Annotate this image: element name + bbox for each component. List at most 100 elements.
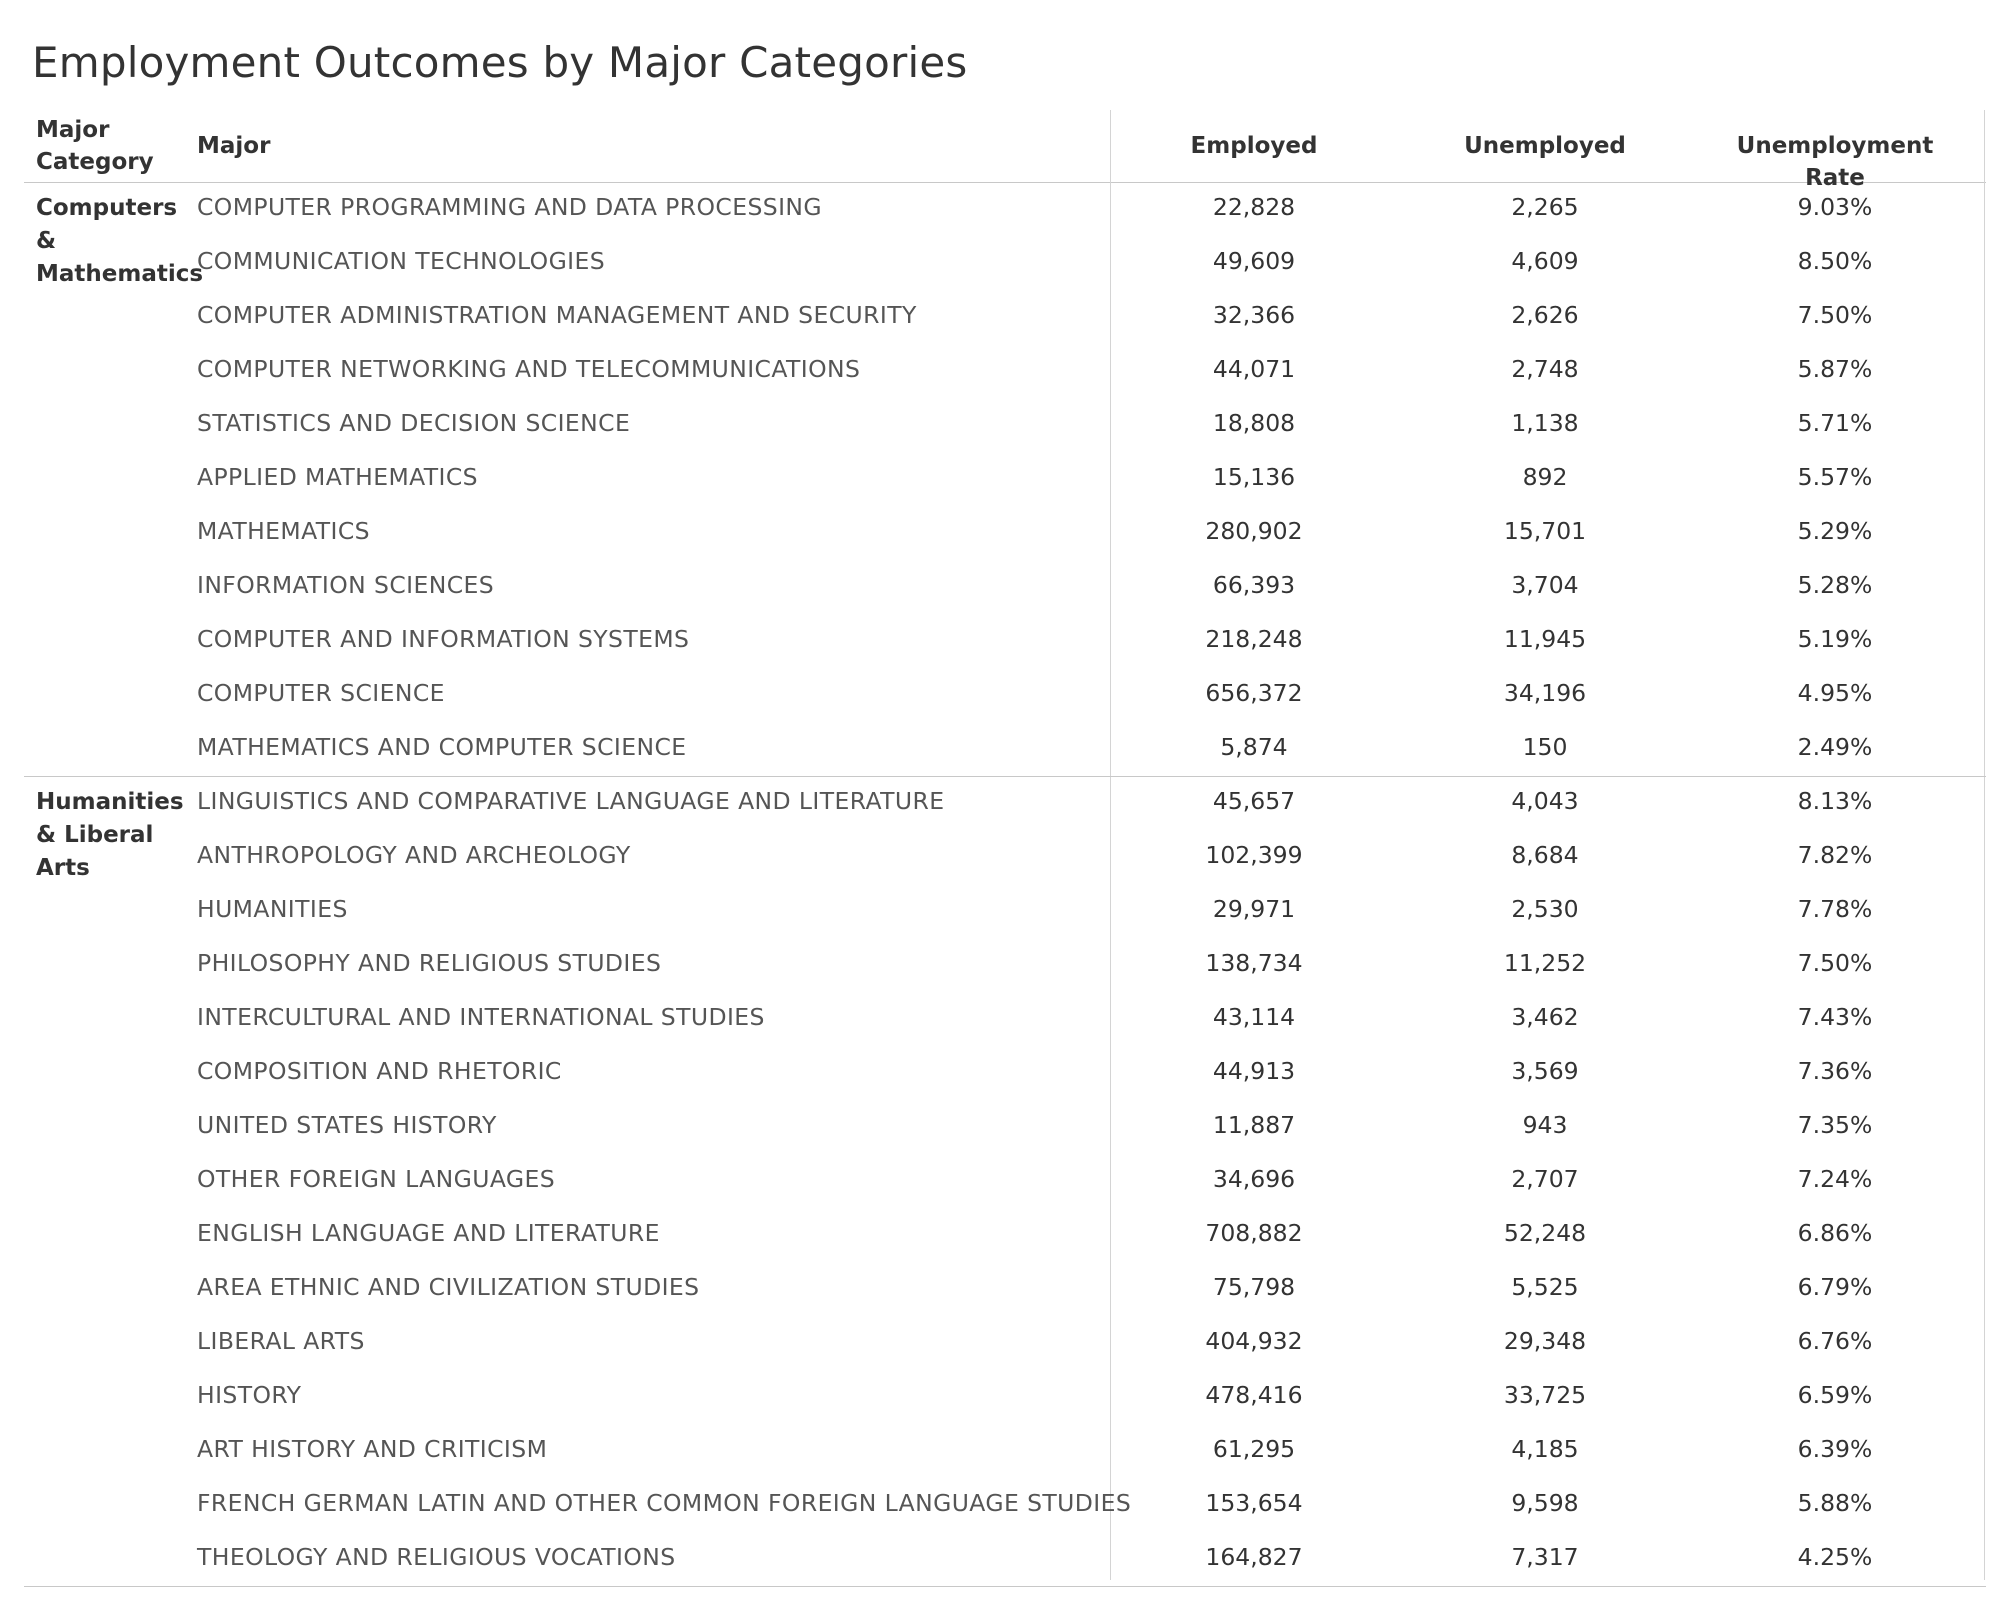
table-row[interactable]: MATHEMATICS 280,902 15,701 5.29% — [24, 506, 1986, 560]
employed-cell: 45,657 — [1212, 787, 1296, 815]
major-cell: OTHER FOREIGN LANGUAGES — [197, 1165, 556, 1193]
table-row[interactable]: HUMANITIES 29,971 2,530 7.78% — [24, 884, 1986, 938]
major-cell: COMMUNICATION TECHNOLOGIES — [197, 247, 606, 275]
header-unemployed[interactable]: Unemployed — [1464, 133, 1626, 159]
table-row[interactable]: AREA ETHNIC AND CIVILIZATION STUDIES 75,7… — [24, 1262, 1986, 1316]
unemployed-cell: 3,704 — [1511, 571, 1579, 599]
unemployed-cell: 11,945 — [1503, 625, 1587, 653]
major-cell: MATHEMATICS AND COMPUTER SCIENCE — [197, 733, 687, 761]
unemployment-rate-cell: 5.88% — [1797, 1489, 1873, 1517]
employed-cell: 656,372 — [1205, 679, 1303, 707]
table-row[interactable]: COMPOSITION AND RHETORIC 44,913 3,569 7.36% — [24, 1046, 1986, 1100]
header-major-category[interactable]: Major Category — [36, 117, 154, 175]
unemployment-rate-cell: 6.79% — [1797, 1273, 1873, 1301]
table-row[interactable]: COMPUTER SCIENCE 656,372 34,196 4.95% — [24, 668, 1986, 722]
unemployment-rate-cell: 7.50% — [1797, 949, 1873, 977]
major-cell: ANTHROPOLOGY AND ARCHEOLOGY — [197, 841, 631, 869]
unemployed-cell: 2,707 — [1511, 1165, 1579, 1193]
unemployed-cell: 2,626 — [1511, 301, 1579, 329]
table-row[interactable]: INFORMATION SCIENCES 66,393 3,704 5.28% — [24, 560, 1986, 614]
table-row[interactable]: LINGUISTICS AND COMPARATIVE LANGUAGE AND… — [24, 776, 1986, 830]
unemployed-cell: 33,725 — [1503, 1381, 1587, 1409]
unemployment-rate-cell: 7.43% — [1797, 1003, 1873, 1031]
employed-cell: 61,295 — [1212, 1435, 1296, 1463]
employed-cell: 75,798 — [1212, 1273, 1296, 1301]
table-row[interactable]: MATHEMATICS AND COMPUTER SCIENCE 5,874 150… — [24, 722, 1986, 776]
unemployment-rate-cell: 9.03% — [1797, 193, 1873, 221]
employed-cell: 44,071 — [1212, 355, 1296, 383]
major-cell: COMPUTER NETWORKING AND TELECOMMUNICATIO… — [197, 355, 861, 383]
unemployed-cell: 3,569 — [1511, 1057, 1579, 1085]
major-cell: LIBERAL ARTS — [197, 1327, 365, 1355]
table-row[interactable]: APPLIED MATHEMATICS 15,136 892 5.57% — [24, 452, 1986, 506]
major-cell: APPLIED MATHEMATICS — [197, 463, 478, 491]
table-row[interactable]: OTHER FOREIGN LANGUAGES 34,696 2,707 7.24% — [24, 1154, 1986, 1208]
table-row[interactable]: COMPUTER NETWORKING AND TELECOMMUNICATIO… — [24, 344, 1986, 398]
major-cell: FRENCH GERMAN LATIN AND OTHER COMMON FOR… — [197, 1489, 1132, 1517]
major-cell: INTERCULTURAL AND INTERNATIONAL STUDIES — [197, 1003, 765, 1031]
unemployed-cell: 150 — [1522, 733, 1568, 761]
employed-cell: 49,609 — [1212, 247, 1296, 275]
unemployed-cell: 4,609 — [1511, 247, 1579, 275]
table-row[interactable]: INTERCULTURAL AND INTERNATIONAL STUDIES 4… — [24, 992, 1986, 1046]
unemployed-cell: 9,598 — [1511, 1489, 1579, 1517]
table-row[interactable]: COMMUNICATION TECHNOLOGIES 49,609 4,609 8.5… — [24, 236, 1986, 290]
header-major[interactable]: Major — [197, 133, 271, 159]
unemployed-cell: 943 — [1522, 1111, 1568, 1139]
unemployment-rate-cell: 5.71% — [1797, 409, 1873, 437]
table-row[interactable]: THEOLOGY AND RELIGIOUS VOCATIONS 164,827 7… — [24, 1532, 1986, 1586]
table-row[interactable]: COMPUTER ADMINISTRATION MANAGEMENT AND S… — [24, 290, 1986, 344]
category-label[interactable]: Humanities & Liberal Arts — [36, 789, 184, 881]
major-cell: COMPUTER SCIENCE — [197, 679, 445, 707]
employed-cell: 102,399 — [1205, 841, 1303, 869]
unemployment-rate-cell: 5.19% — [1797, 625, 1873, 653]
unemployed-cell: 8,684 — [1511, 841, 1579, 869]
employed-cell: 43,114 — [1212, 1003, 1296, 1031]
table-row[interactable]: ART HISTORY AND CRITICISM 61,295 4,185 6.39… — [24, 1424, 1986, 1478]
employed-cell: 44,913 — [1212, 1057, 1296, 1085]
major-cell: HUMANITIES — [197, 895, 348, 923]
unemployment-rate-cell: 4.95% — [1797, 679, 1873, 707]
unemployment-rate-cell: 4.25% — [1797, 1543, 1873, 1571]
major-cell: COMPUTER ADMINISTRATION MANAGEMENT AND S… — [197, 301, 917, 329]
table-row[interactable]: HISTORY 478,416 33,725 6.59% — [24, 1370, 1986, 1424]
unemployed-cell: 11,252 — [1503, 949, 1587, 977]
employed-cell: 153,654 — [1205, 1489, 1303, 1517]
table-row[interactable]: LIBERAL ARTS 404,932 29,348 6.76% — [24, 1316, 1986, 1370]
column-divider — [1110, 110, 1111, 1580]
major-cell: COMPUTER PROGRAMMING AND DATA PROCESSING — [197, 193, 822, 221]
unemployed-cell: 2,265 — [1511, 193, 1579, 221]
table-row[interactable]: ANTHROPOLOGY AND ARCHEOLOGY 102,399 8,684 7… — [24, 830, 1986, 884]
table-row[interactable]: FRENCH GERMAN LATIN AND OTHER COMMON FOR… — [24, 1478, 1986, 1532]
table-row[interactable]: UNITED STATES HISTORY 11,887 943 7.35% — [24, 1100, 1986, 1154]
major-cell: HISTORY — [197, 1381, 302, 1409]
unemployment-rate-cell: 6.86% — [1797, 1219, 1873, 1247]
unemployment-rate-cell: 7.35% — [1797, 1111, 1873, 1139]
unemployment-rate-cell: 5.29% — [1797, 517, 1873, 545]
table-header: Major Category Major Employed Unemployed… — [24, 110, 1986, 191]
employed-cell: 5,874 — [1220, 733, 1288, 761]
employed-cell: 280,902 — [1205, 517, 1303, 545]
header-employed[interactable]: Employed — [1190, 133, 1318, 159]
major-cell: LINGUISTICS AND COMPARATIVE LANGUAGE AND… — [197, 787, 945, 815]
table-row[interactable]: COMPUTER AND INFORMATION SYSTEMS 218,248 1… — [24, 614, 1986, 668]
unemployed-cell: 2,748 — [1511, 355, 1579, 383]
unemployed-cell: 3,462 — [1511, 1003, 1579, 1031]
category-group: Computers & Mathematics COMPUTER PROGRAMM… — [24, 182, 1986, 777]
table-row[interactable]: COMPUTER PROGRAMMING AND DATA PROCESSING… — [24, 182, 1986, 236]
unemployment-rate-cell: 5.28% — [1797, 571, 1873, 599]
unemployment-rate-cell: 6.39% — [1797, 1435, 1873, 1463]
category-label[interactable]: Computers & Mathematics — [36, 195, 204, 287]
major-cell: ENGLISH LANGUAGE AND LITERATURE — [197, 1219, 660, 1247]
major-cell: ART HISTORY AND CRITICISM — [197, 1435, 548, 1463]
table-row[interactable]: PHILOSOPHY AND RELIGIOUS STUDIES 138,734 1… — [24, 938, 1986, 992]
major-cell: PHILOSOPHY AND RELIGIOUS STUDIES — [197, 949, 662, 977]
unemployment-rate-cell: 7.50% — [1797, 301, 1873, 329]
header-unemployment-rate[interactable]: Unemployment Rate — [1736, 133, 1934, 191]
major-cell: STATISTICS AND DECISION SCIENCE — [197, 409, 631, 437]
unemployment-rate-cell: 8.50% — [1797, 247, 1873, 275]
table-row[interactable]: ENGLISH LANGUAGE AND LITERATURE 708,882 52… — [24, 1208, 1986, 1262]
unemployed-cell: 5,525 — [1511, 1273, 1579, 1301]
employed-cell: 404,932 — [1205, 1327, 1303, 1355]
table-row[interactable]: STATISTICS AND DECISION SCIENCE 18,808 1,1… — [24, 398, 1986, 452]
